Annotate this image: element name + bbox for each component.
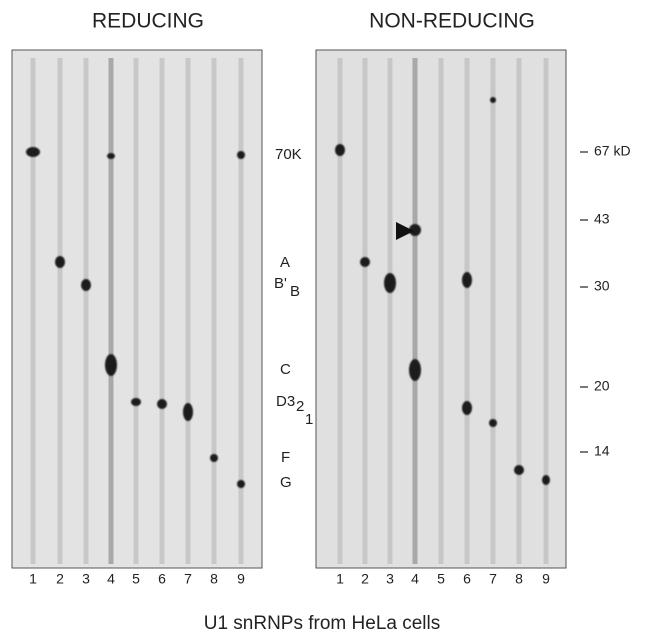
band-label: B xyxy=(290,283,300,300)
band xyxy=(514,465,524,475)
marker-label: 20 xyxy=(594,378,610,394)
band xyxy=(237,151,245,159)
lane-number: 9 xyxy=(542,571,550,587)
lane-number: 8 xyxy=(515,571,523,587)
band xyxy=(55,256,65,268)
lane xyxy=(362,58,368,564)
lane xyxy=(490,58,496,564)
lane xyxy=(412,58,418,564)
lane xyxy=(211,58,217,564)
band xyxy=(409,224,421,236)
band xyxy=(107,153,115,159)
panel-title: NON-REDUCING xyxy=(369,10,535,33)
lane xyxy=(30,58,36,564)
marker-label: 67 kD xyxy=(594,143,631,159)
lane-number: 8 xyxy=(210,571,218,587)
band-label: B' xyxy=(274,275,287,292)
lane xyxy=(83,58,89,564)
lane xyxy=(516,58,522,564)
lane-number: 4 xyxy=(411,571,419,587)
lane-number: 5 xyxy=(132,571,140,587)
lane-number: 3 xyxy=(386,571,394,587)
lane xyxy=(238,58,244,564)
band-label: D3 xyxy=(276,393,295,410)
band xyxy=(384,273,396,293)
lane-number: 1 xyxy=(336,571,344,587)
lane-number: 9 xyxy=(237,571,245,587)
marker-label: 43 xyxy=(594,211,610,227)
lane-number: 3 xyxy=(82,571,90,587)
band xyxy=(542,475,550,485)
arrowhead xyxy=(396,222,414,240)
lane-number: 5 xyxy=(437,571,445,587)
lane-number: 1 xyxy=(29,571,37,587)
band-label: 70K xyxy=(275,146,302,163)
band-label: A xyxy=(280,254,290,271)
lane xyxy=(337,58,343,564)
lane-number: 6 xyxy=(463,571,471,587)
lane xyxy=(438,58,444,564)
lane xyxy=(57,58,63,564)
band-label: 2 xyxy=(296,398,304,415)
lane xyxy=(133,58,139,564)
lane xyxy=(108,58,114,564)
lane xyxy=(464,58,470,564)
lane xyxy=(185,58,191,564)
band xyxy=(105,354,117,376)
lane xyxy=(387,58,393,564)
marker-label: 14 xyxy=(594,443,610,459)
band xyxy=(131,398,141,406)
lane-number: 2 xyxy=(361,571,369,587)
panel-title: REDUCING xyxy=(92,10,204,33)
band xyxy=(462,272,472,288)
lane-number: 6 xyxy=(158,571,166,587)
band xyxy=(183,403,193,421)
band xyxy=(26,147,40,157)
band xyxy=(489,419,497,427)
band xyxy=(462,401,472,415)
lane-number: 7 xyxy=(489,571,497,587)
band xyxy=(335,144,345,156)
band xyxy=(360,257,370,267)
lane-number: 2 xyxy=(56,571,64,587)
band-label: 1 xyxy=(305,411,313,428)
band-label: G xyxy=(280,474,292,491)
marker-label: 30 xyxy=(594,278,610,294)
band xyxy=(490,97,496,103)
band xyxy=(157,399,167,409)
lane xyxy=(159,58,165,564)
band xyxy=(81,279,91,291)
band xyxy=(237,480,245,488)
band xyxy=(210,454,218,462)
caption: U1 snRNPs from HeLa cells xyxy=(204,613,441,634)
band-label: F xyxy=(281,449,290,466)
band xyxy=(409,359,421,381)
lane-number: 7 xyxy=(184,571,192,587)
lane-number: 4 xyxy=(107,571,115,587)
band-label: C xyxy=(280,361,291,378)
lane xyxy=(543,58,549,564)
